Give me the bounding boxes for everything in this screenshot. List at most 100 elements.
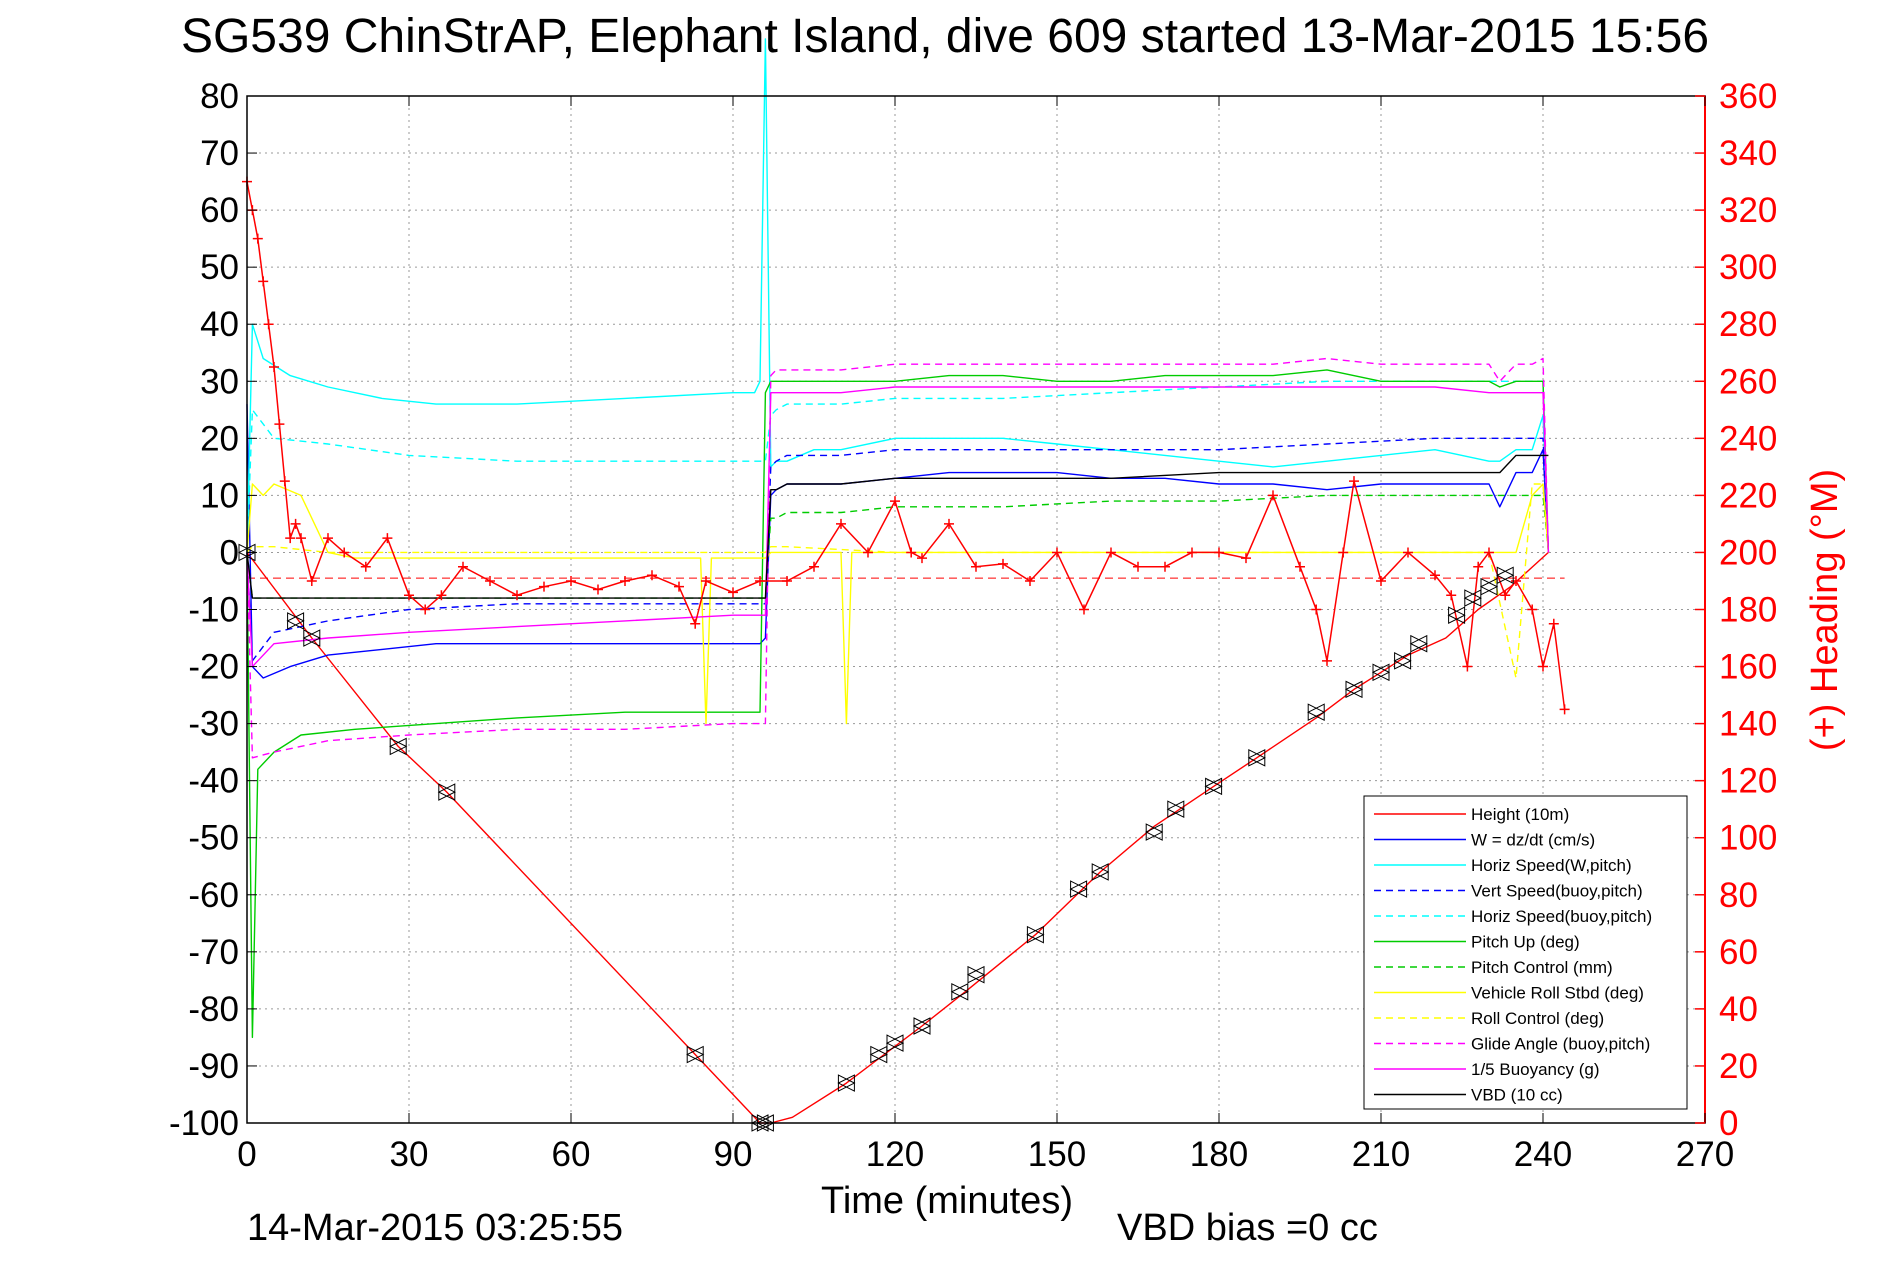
y-right-tick-label: 40 [1719, 990, 1758, 1029]
dive-marker [286, 612, 305, 630]
y-tick-label: -30 [188, 705, 239, 744]
series-line-5 [246, 369, 1550, 1039]
heading-point [1052, 547, 1062, 558]
legend: Height (10m) W = dz/dt (cm/s) Horiz Speed(… [1363, 795, 1688, 1110]
legend-label-6: Pitch Control (mm) [1471, 958, 1613, 977]
dive-marker [686, 1045, 705, 1064]
heading-point [1295, 561, 1305, 572]
y-right-tick-label: 140 [1719, 705, 1777, 744]
heading-point [263, 319, 274, 330]
y-right-tick-label: 360 [1719, 77, 1777, 116]
heading-point [458, 561, 468, 572]
dive-marker [302, 629, 321, 647]
heading-point [339, 547, 350, 558]
x-tick-label: 180 [1190, 1135, 1248, 1174]
y-tick-label: -40 [188, 762, 239, 801]
dive-marker [1069, 880, 1088, 898]
heading-point [360, 561, 371, 572]
x-tick-label: 210 [1352, 1135, 1410, 1174]
heading-point [971, 561, 981, 572]
heading-point [269, 362, 279, 373]
heading-point [593, 584, 603, 595]
heading-point [296, 533, 306, 544]
legend-label-1: W = dz/dt (cm/s) [1471, 831, 1595, 850]
axis-layer: 0 30 60 90 120 150 180 210 240 270 80 70 60 50 40 30 20 1… [169, 77, 1777, 1174]
chart-title: SG539 ChinStrAP, Elephant Island, dive 6… [181, 10, 1709, 63]
heading-point [906, 547, 917, 558]
y-tick-label: 70 [200, 134, 239, 173]
dive-marker [1247, 749, 1266, 767]
series-line-11 [246, 454, 1549, 599]
heading-point [1376, 575, 1386, 586]
heading-point [258, 276, 269, 287]
x-tick-label: 0 [237, 1135, 256, 1174]
legend-label-8: Roll Control (deg) [1471, 1009, 1604, 1028]
heading-point [755, 575, 765, 586]
legend-label-5: Pitch Up (deg) [1471, 933, 1580, 952]
dive-marker [1479, 577, 1499, 596]
y-tick-label: -80 [188, 990, 239, 1029]
heading-point [1268, 490, 1278, 501]
heading-point [1538, 661, 1548, 672]
y-right-tick-label: 260 [1719, 362, 1777, 401]
heading-point [1349, 476, 1359, 487]
dive-marker [1204, 777, 1223, 796]
dive-marker [966, 965, 986, 984]
legend-label-9: Glide Angle (buoy,pitch) [1471, 1035, 1650, 1054]
y-right-tick-label: 160 [1719, 648, 1777, 687]
x-tick-label: 150 [1028, 1135, 1086, 1174]
dive-marker [950, 982, 969, 1001]
dive-marker [1026, 925, 1045, 944]
data-layer [246, 38, 1565, 1124]
dive-marker [1166, 800, 1185, 819]
dive-marker [1344, 680, 1364, 699]
dive-marker [1371, 663, 1391, 682]
heading-point [539, 581, 549, 592]
x-axis-label: Time (minutes) [821, 1180, 1073, 1222]
dive-marker [1463, 589, 1482, 607]
y-tick-label: 50 [200, 248, 239, 287]
y-tick-label: -100 [169, 1104, 239, 1143]
heading-point [1133, 561, 1143, 572]
heading-point [728, 587, 738, 598]
legend-box [1363, 795, 1688, 1110]
heading-point [1311, 604, 1322, 615]
y-tick-label: 0 [220, 533, 239, 572]
y-tick-label: -50 [188, 819, 239, 858]
heading-point [290, 518, 301, 529]
x-tick-label: 270 [1676, 1135, 1734, 1174]
heading-point [647, 570, 657, 581]
heading-point [1187, 547, 1197, 558]
y-tick-label: 60 [200, 191, 239, 230]
dive-marker [1496, 566, 1515, 585]
heading-point [404, 590, 414, 601]
dive-marker [1145, 823, 1164, 841]
heading-point [436, 590, 447, 601]
heading-point [1473, 561, 1484, 572]
heading-point [1403, 547, 1413, 558]
heading-layer [242, 176, 1570, 715]
heading-point [1500, 590, 1511, 601]
y-right-tick-label: 60 [1719, 933, 1758, 972]
heading-point [1527, 604, 1538, 615]
footer-timestamp: 14-Mar-2015 03:25:55 [247, 1207, 623, 1249]
y-right-tick-label: 220 [1719, 476, 1777, 515]
heading-point [1241, 553, 1251, 564]
y-tick-label: 80 [200, 77, 239, 116]
y-right-tick-label: 100 [1719, 819, 1777, 858]
y-tick-label: -10 [188, 591, 239, 630]
y-tick-label: -90 [188, 1047, 239, 1086]
heading-point [512, 590, 522, 601]
heading-point [1548, 618, 1559, 629]
x-tick-label: 240 [1514, 1135, 1572, 1174]
dive-marker [1409, 634, 1428, 653]
heading-point [1025, 575, 1035, 586]
dive-marker [389, 737, 408, 756]
heading-point [917, 553, 927, 564]
heading-point [566, 575, 576, 586]
heading-point [1484, 547, 1494, 558]
y-right-tick-label: 320 [1719, 191, 1777, 230]
heading-point [1214, 547, 1224, 558]
heading-point [1430, 570, 1440, 581]
